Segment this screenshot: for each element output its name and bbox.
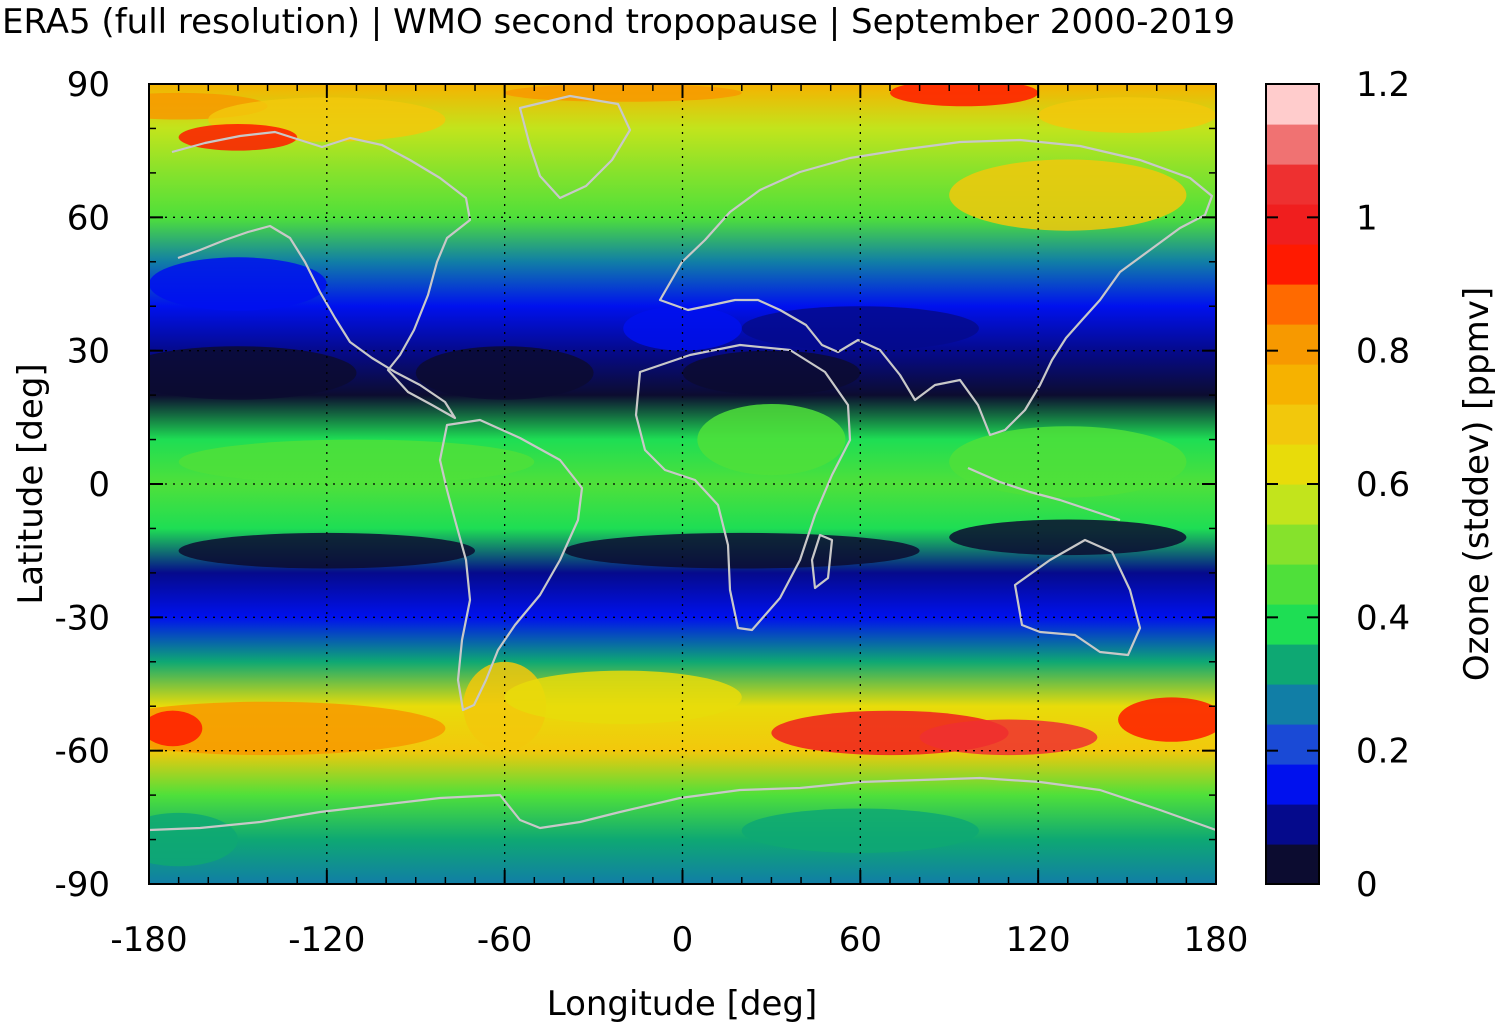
heatmap-feature [949, 519, 1187, 556]
colorbar-tick-label: 0.8 [1356, 332, 1410, 372]
heatmap-feature [741, 808, 979, 853]
axis-tick-marks [148, 83, 1217, 885]
colorbar-tick-label: 0.6 [1356, 465, 1410, 505]
x-axis-title: Longitude [deg] [547, 984, 818, 1024]
colorbar-segment [1266, 84, 1319, 125]
heatmap-feature [949, 426, 1187, 498]
heatmap-field [149, 84, 1216, 884]
y-tick-label: 90 [67, 65, 110, 105]
heatmap-feature [149, 346, 357, 400]
heatmap-feature [149, 710, 203, 747]
heatmap-feature [1038, 97, 1216, 133]
heatmap-feature [149, 257, 327, 311]
coastline-africa [634, 343, 852, 632]
x-tick-label: 180 [1184, 920, 1249, 960]
heatmap-feature [949, 159, 1187, 231]
coastline-indonesia [967, 466, 1121, 522]
heatmap-feature [890, 84, 1039, 107]
heatmap-feature [504, 670, 742, 724]
colorbar-segment [1266, 204, 1319, 245]
colorbar-tick-label: 0.2 [1356, 732, 1410, 772]
heatmap-feature [1118, 697, 1216, 742]
y-axis-title: Latitude [deg] [11, 363, 51, 604]
coastline-antarctica [149, 776, 1216, 832]
colorbar-segment [1266, 524, 1319, 565]
x-tick-label: -60 [477, 920, 533, 960]
y-tick-label: 0 [88, 465, 110, 505]
colorbar-segment [1266, 324, 1319, 365]
colorbar [1266, 84, 1319, 885]
colorbar-segment [1266, 724, 1319, 765]
heatmap-anomalies [149, 84, 1216, 867]
colorbar-segment [1266, 124, 1319, 165]
colorbar-segment [1266, 804, 1319, 845]
colorbar-segment [1266, 404, 1319, 445]
colorbar-segment [1266, 244, 1319, 285]
heatmap-feature [682, 350, 861, 396]
chart-title: ERA5 (full resolution) | WMO second trop… [2, 2, 1236, 42]
colorbar-tick-label: 1 [1356, 198, 1378, 238]
colorbar-ticks: 0 0.2 0.4 0.6 0.8 1 1.2 [1266, 65, 1410, 905]
coastlines [149, 94, 1216, 832]
y-tick-label: -60 [54, 732, 110, 772]
colorbar-segment [1266, 644, 1319, 685]
colorbar-title: Ozone (stddev) [ppmv] [1457, 287, 1497, 681]
coastline-south-america [438, 418, 584, 712]
colorbar-segment [1266, 364, 1319, 405]
y-tick-label: 60 [67, 198, 110, 238]
heatmap-feature [919, 719, 1098, 756]
x-tick-label: 120 [1006, 920, 1071, 960]
colorbar-tick-label: 0.4 [1356, 598, 1410, 638]
x-axis: -180 -120 -60 0 60 120 180 [110, 920, 1248, 960]
colorbar-tick-label: 0 [1356, 865, 1378, 905]
heatmap-feature [149, 701, 446, 756]
heatmap-feature [564, 532, 920, 569]
colorbar-segment [1266, 164, 1319, 205]
x-tick-label: -120 [288, 920, 365, 960]
heatmap-feature [178, 532, 476, 569]
colorbar-segment [1266, 444, 1319, 485]
coastline-madagascar [810, 533, 834, 590]
colorbar-segment [1266, 564, 1319, 605]
colorbar-segment [1266, 684, 1319, 725]
colorbar-segment [1266, 844, 1319, 885]
colorbar-segment [1266, 484, 1319, 525]
colorbar-segment [1266, 284, 1319, 325]
y-tick-label: -30 [54, 598, 110, 638]
coastline-greenland [518, 94, 632, 200]
heatmap-feature [623, 306, 742, 351]
x-tick-label: 0 [672, 920, 694, 960]
heatmap-feature [149, 812, 238, 867]
coastline-north-america [171, 130, 472, 420]
x-tick-label: -180 [110, 920, 187, 960]
colorbar-segment [1266, 764, 1319, 805]
colorbar-segment [1266, 604, 1319, 645]
coastline-eurasia [658, 138, 1214, 437]
y-tick-label: 30 [67, 332, 110, 372]
grid-lines [149, 84, 1216, 884]
coastline-australia [1013, 538, 1142, 657]
heatmap-feature [697, 404, 846, 476]
colorbar-tick-label: 1.2 [1356, 65, 1410, 105]
x-tick-label: 60 [839, 920, 882, 960]
y-axis: 90 60 30 0 -30 -60 -90 [54, 65, 110, 905]
y-tick-label: -90 [54, 865, 110, 905]
heatmap-feature [178, 439, 535, 484]
heatmap-feature [741, 306, 979, 351]
